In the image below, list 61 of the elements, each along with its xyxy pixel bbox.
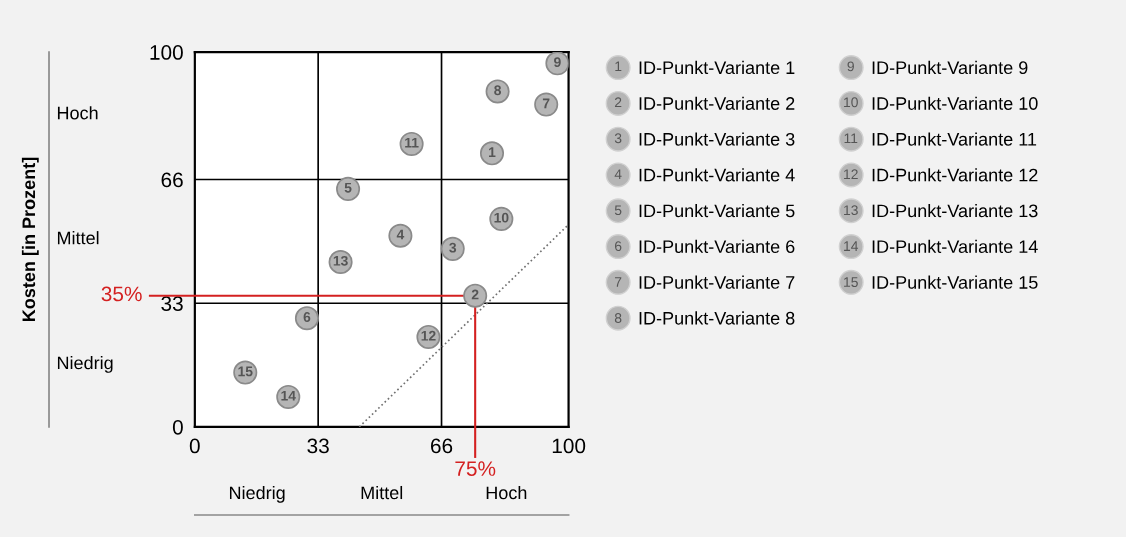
x-tick-label: 33 — [307, 438, 329, 454]
text: 7 — [614, 277, 622, 287]
annotation: 4 — [396, 229, 405, 240]
x-tick-label: 100 — [552, 438, 586, 454]
ref-line-label: 35% — [101, 286, 142, 302]
annotation: 9 — [554, 57, 561, 68]
legend-label: ID-Punkt-Variante 4 — [639, 168, 795, 182]
text: 12 — [844, 169, 858, 179]
legend-label: ID-Punkt-Variante 14 — [872, 239, 1038, 254]
text: 11 — [844, 133, 858, 144]
y-tick-label: 33 — [161, 296, 183, 311]
annotation: 2 — [471, 289, 479, 300]
text: 8 — [614, 313, 622, 323]
annotation: 13 — [333, 255, 348, 266]
legend-label: ID-Punkt-Variante 5 — [639, 204, 795, 218]
text: Mittel — [57, 231, 99, 245]
text: Mittel — [361, 485, 403, 500]
annotation: 6 — [303, 312, 311, 322]
annotation: 7 — [542, 98, 550, 109]
legend-label: ID-Punkt-Variante 3 — [639, 132, 795, 146]
text: Niedrig — [229, 485, 285, 503]
text: 12 — [614, 61, 622, 108]
legend-label: ID-Punkt-Variante 2 — [639, 96, 795, 110]
text: 3 — [614, 133, 622, 144]
legend-label: ID-Punkt-Variante 7 — [639, 275, 795, 289]
legend-label: ID-Punkt-Variante 9 — [872, 60, 1028, 75]
text: 10 — [844, 97, 858, 108]
ref-line-label: 75% — [455, 461, 496, 476]
text: Hoch — [57, 106, 98, 120]
annotation: 1 — [489, 147, 496, 157]
legend-label: ID-Punkt-Variante 11 — [872, 132, 1037, 146]
text: Kosten [in Prozent] — [21, 157, 39, 322]
text: 9 — [847, 61, 854, 72]
text: Hoch — [486, 485, 527, 500]
legend-label: ID-Punkt-Variante 15 — [872, 275, 1038, 289]
legend-label: ID-Punkt-Variante 6 — [639, 239, 795, 254]
legend-label: ID-Punkt-Variante 1 — [639, 60, 795, 75]
legend-label: ID-Punkt-Variante 13 — [872, 204, 1038, 218]
text: 5 — [614, 205, 622, 216]
text: 6 — [614, 241, 622, 252]
annotation: 8 — [494, 85, 502, 96]
annotation: 15 — [238, 366, 253, 377]
x-tick-label: 0 — [189, 438, 200, 454]
annotation: 3 — [449, 242, 457, 253]
text: 14 — [844, 241, 859, 251]
x-tick-label: 66 — [431, 438, 453, 454]
legend-label: ID-Punkt-Variante 10 — [872, 96, 1038, 110]
annotation: 10 — [494, 212, 509, 223]
text: 4 — [614, 169, 622, 179]
annotation: 12 — [421, 330, 436, 341]
annotation: 14 — [281, 390, 296, 401]
text: Niedrig — [57, 356, 113, 373]
y-tick-label: 0 — [172, 419, 183, 435]
text: 13 — [844, 205, 858, 216]
y-tick-label: 66 — [161, 172, 183, 188]
legend-label: ID-Punkt-Variante 8 — [639, 311, 795, 325]
legend-label: ID-Punkt-Variante 12 — [872, 168, 1038, 182]
annotation: 5 — [344, 182, 352, 193]
annotation: 11 — [405, 137, 419, 148]
text: 15 — [844, 277, 858, 287]
y-tick-label: 100 — [150, 45, 183, 60]
